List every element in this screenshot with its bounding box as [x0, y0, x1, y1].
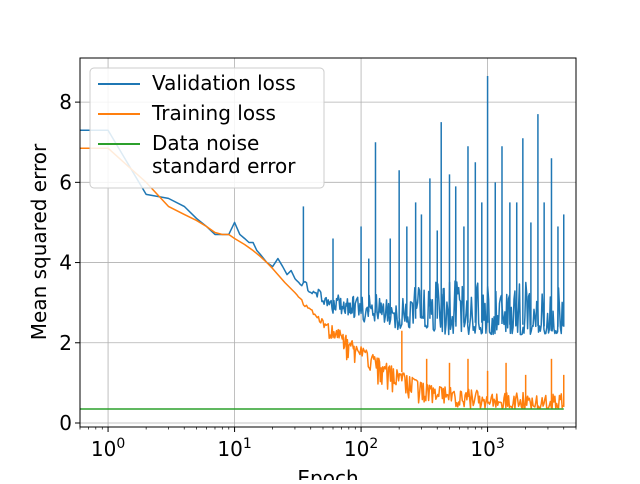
legend-label-2: Data noise: [152, 131, 259, 155]
x-axis-label: Epoch: [297, 466, 358, 480]
legend-box: [89, 67, 325, 189]
plot-layer: [80, 76, 565, 410]
legend-entry-0: Validation loss: [98, 71, 296, 95]
legend-entry-2: Data noise standard error: [98, 131, 296, 178]
legend-label-2: standard error: [152, 154, 296, 178]
y-tick-label: 0: [59, 411, 72, 435]
x-tick-label: 102: [344, 436, 378, 461]
y-tick-label: 4: [59, 251, 72, 275]
axes-frame: [79, 57, 577, 428]
x-tick-exponent: 1: [243, 436, 252, 452]
x-tick-exponent: 2: [369, 436, 378, 452]
x-tick-label: 103: [470, 436, 504, 461]
x-tick-exponent: 3: [496, 436, 505, 452]
x-tick-label: 101: [217, 436, 251, 461]
legend: Validation loss Training loss Data noise s…: [89, 67, 325, 189]
y-tick-label: 2: [59, 331, 72, 355]
x-tick-base: 10: [344, 437, 369, 461]
legend-entry-1: Training loss: [98, 101, 276, 125]
x-tick-label: 100: [91, 436, 125, 461]
legend-label-0: Validation loss: [152, 71, 296, 95]
y-tick-label: 6: [59, 170, 72, 194]
legend-label-1: Training loss: [151, 101, 276, 125]
x-tick-base: 10: [470, 437, 495, 461]
x-tick-base: 10: [217, 437, 242, 461]
x-tick-base: 10: [91, 437, 116, 461]
x-tick-exponent: 0: [116, 436, 125, 452]
series-line-1: [80, 147, 564, 410]
y-axis-label: Mean squared error: [27, 143, 51, 340]
y-tick-label: 8: [59, 90, 72, 114]
